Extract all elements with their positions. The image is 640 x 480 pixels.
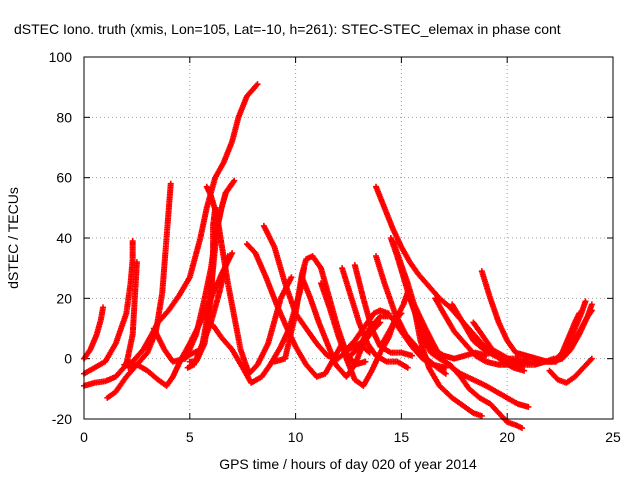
data-point [483, 352, 490, 359]
data-point [362, 358, 369, 365]
data-series [121, 81, 261, 368]
data-point [229, 250, 236, 257]
y-tick-label: 0 [64, 351, 72, 367]
y-tick-label: 20 [56, 290, 72, 306]
data-series [184, 204, 219, 371]
y-axis-label: dSTEC / TECUs [5, 187, 21, 289]
data-series [519, 310, 583, 365]
data-point [254, 81, 261, 88]
data-series [373, 183, 528, 374]
data-point [442, 364, 449, 371]
x-tick-label: 0 [80, 429, 88, 445]
data-point [588, 301, 595, 308]
data-series [125, 250, 236, 389]
x-axis-label: GPS time / hours of day 020 of year 2014 [219, 456, 477, 472]
data-point [525, 403, 532, 410]
data-point [288, 274, 295, 281]
data-point [588, 307, 595, 314]
data-point [133, 259, 140, 266]
y-tick-label: -20 [52, 411, 72, 427]
x-tick-label: 5 [186, 429, 194, 445]
data-series [546, 355, 595, 386]
data-series [432, 295, 528, 368]
data-series [343, 307, 392, 353]
data-series [243, 241, 346, 380]
y-tick-label: 80 [56, 109, 72, 125]
data-point [519, 425, 526, 432]
data-series [203, 183, 295, 377]
data-point [404, 364, 411, 371]
plot-frame [83, 56, 614, 420]
data-point [167, 180, 174, 187]
data-point [229, 180, 236, 187]
data-series [81, 304, 107, 362]
y-tick-label: 40 [56, 230, 72, 246]
y-tick-label: 100 [49, 49, 73, 65]
data-point [478, 412, 485, 419]
data-point [582, 298, 589, 305]
data-point [588, 355, 595, 362]
x-tick-label: 15 [394, 429, 410, 445]
x-ticks: 0 5 10 15 20 25 [80, 57, 621, 445]
chart-title: dSTEC Iono. truth (xmis, Lon=105, Lat=-1… [14, 21, 561, 37]
data-series [81, 238, 136, 377]
data-point [576, 310, 583, 317]
data-point [100, 304, 107, 311]
series-group [81, 81, 595, 432]
data-point [408, 352, 415, 359]
data-point [521, 367, 528, 374]
x-tick-label: 25 [605, 429, 621, 445]
data-series [81, 259, 140, 389]
data-series [389, 238, 532, 410]
data-point [442, 370, 449, 377]
x-tick-label: 20 [499, 429, 515, 445]
data-point [129, 238, 136, 245]
data-point [231, 177, 238, 184]
y-tick-label: 60 [56, 170, 72, 186]
x-tick-label: 10 [288, 429, 304, 445]
y-ticks: -20 0 20 40 60 80 100 [49, 49, 613, 427]
